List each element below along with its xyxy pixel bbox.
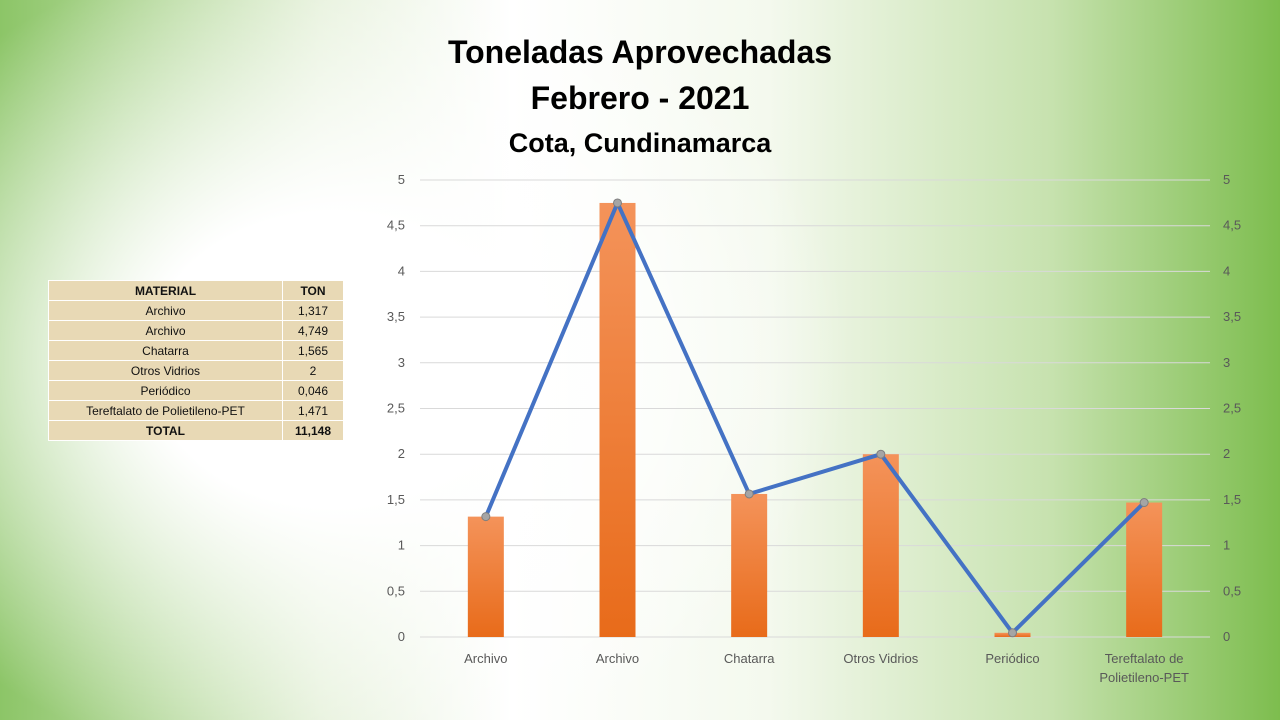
- line-point: [481, 512, 491, 522]
- line-point: [1139, 498, 1149, 508]
- y2-tick-label: 5: [1223, 172, 1230, 187]
- chart-location: Cota, Cundinamarca: [508, 128, 772, 158]
- x-tick-label: Archivo: [464, 651, 507, 666]
- x-tick-label: Archivo: [596, 651, 639, 666]
- cell-ton: 0,046: [282, 380, 344, 401]
- line-point: [1008, 628, 1017, 638]
- chart-title: Toneladas Aprovechadas: [447, 34, 833, 70]
- total-label: TOTAL: [48, 420, 283, 441]
- y2-tick-label: 2: [1223, 446, 1230, 461]
- table-row: Archivo 1,317: [48, 300, 344, 321]
- chart-subtitle: Febrero - 2021: [530, 80, 750, 116]
- table-total-row: TOTAL 11,148: [48, 420, 344, 441]
- line-point: [744, 489, 754, 499]
- x-tick-label: Periódico: [985, 651, 1039, 666]
- bar: [599, 202, 636, 637]
- bar: [862, 454, 899, 637]
- y2-tick-label: 4,5: [1223, 218, 1241, 233]
- y2-tick-label: 1: [1223, 538, 1230, 553]
- y-tick-label: 4,5: [387, 218, 405, 233]
- line-point: [613, 198, 622, 208]
- materials-table: MATERIAL TON Archivo 1,317 Archivo 4,749 Ch…: [48, 280, 344, 441]
- x-tick-label: Otros Vidrios: [843, 651, 918, 666]
- y2-tick-label: 0,5: [1223, 583, 1241, 598]
- y-tick-label: 0: [398, 629, 405, 644]
- table-row: Otros Vidrios 2: [48, 360, 344, 381]
- table-row: Periódico 0,046: [48, 380, 344, 401]
- y2-tick-label: 2,5: [1223, 401, 1241, 416]
- y-tick-label: 3: [398, 355, 405, 370]
- total-value: 11,148: [282, 420, 344, 441]
- line-point: [876, 449, 886, 459]
- y2-tick-label: 1,5: [1223, 492, 1241, 507]
- y-tick-label: 3,5: [387, 309, 405, 324]
- cell-material: Tereftalato de Polietileno-PET: [48, 400, 283, 421]
- y-tick-label: 2,5: [387, 401, 405, 416]
- table-row: Archivo 4,749: [48, 320, 344, 341]
- y2-tick-label: 3,5: [1223, 309, 1241, 324]
- bar: [1126, 502, 1163, 637]
- y2-tick-label: 3: [1223, 355, 1230, 370]
- y-tick-label: 5: [398, 172, 405, 187]
- y-tick-label: 1,5: [387, 492, 405, 507]
- cell-ton: 1,565: [282, 340, 344, 361]
- bar: [467, 516, 504, 637]
- line-series: [483, 200, 1146, 635]
- y2-tick-label: 0: [1223, 629, 1230, 644]
- x-tick-label: Tereftalato de: [1105, 651, 1184, 666]
- x-tick-label: Polietileno-PET: [1099, 670, 1189, 685]
- table-row: Tereftalato de Polietileno-PET 1,471: [48, 400, 344, 421]
- y-tick-label: 2: [398, 446, 405, 461]
- cell-material: Otros Vidrios: [48, 360, 283, 381]
- y-tick-label: 1: [398, 538, 405, 553]
- y-tick-label: 0,5: [387, 583, 405, 598]
- y2-tick-label: 4: [1223, 263, 1230, 278]
- cell-ton: 4,749: [282, 320, 344, 341]
- bar: [731, 493, 768, 637]
- x-tick-label: Chatarra: [724, 651, 775, 666]
- y-tick-label: 4: [398, 263, 405, 278]
